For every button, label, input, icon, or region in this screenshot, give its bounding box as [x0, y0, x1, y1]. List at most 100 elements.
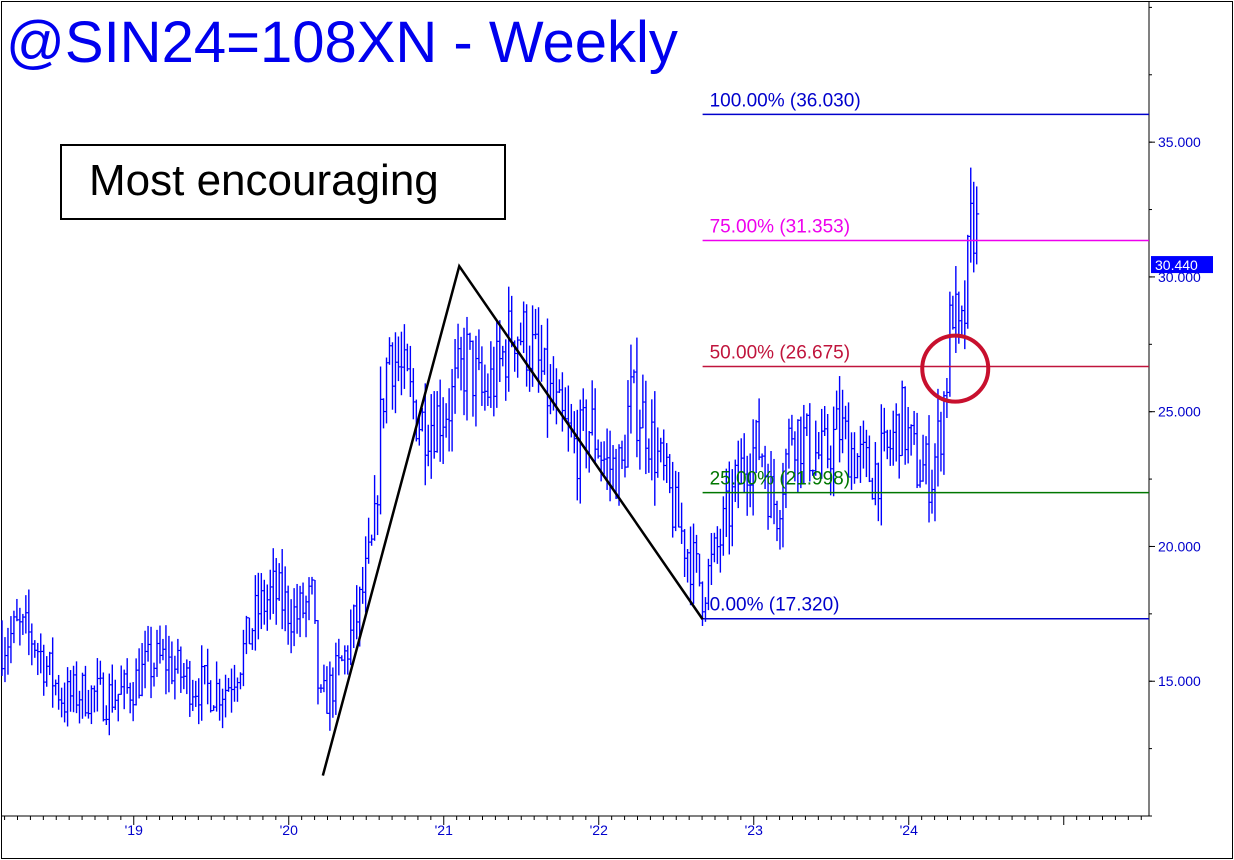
price-bar	[13, 610, 17, 644]
price-bar	[48, 651, 53, 676]
annotation-box-text: Most encouraging	[89, 156, 439, 205]
price-bar	[195, 680, 199, 707]
price-bar	[493, 346, 497, 417]
price-bar	[84, 665, 88, 717]
y-tick-label: 35.000	[1158, 134, 1201, 150]
price-bar	[114, 679, 118, 710]
price-bar	[522, 301, 527, 354]
price-bar	[835, 390, 840, 430]
price-bar	[734, 459, 738, 503]
price-bar	[534, 308, 539, 340]
price-bar	[505, 339, 509, 401]
price-bar	[87, 689, 91, 719]
price-bar	[284, 566, 288, 632]
price-bar	[317, 620, 321, 705]
price-bar	[472, 340, 476, 417]
price-bar	[93, 685, 97, 713]
price-bar	[108, 673, 112, 736]
price-bar	[19, 607, 23, 646]
price-bar	[394, 332, 398, 414]
price-bar	[347, 645, 351, 675]
price-bar	[812, 469, 816, 476]
price-bar	[350, 609, 354, 666]
price-bar	[922, 434, 926, 482]
price-bar	[34, 640, 38, 658]
price-bar	[138, 648, 142, 699]
price-bar	[198, 678, 202, 725]
price-bar	[302, 582, 306, 619]
price-bar	[612, 445, 616, 490]
price-bar	[579, 399, 583, 504]
price-bar	[666, 443, 670, 483]
price-bar	[973, 181, 977, 273]
price-bar	[192, 679, 196, 712]
price-bar	[206, 648, 211, 705]
price-bar	[707, 558, 711, 611]
price-bar	[329, 661, 333, 731]
price-bar	[60, 687, 65, 718]
price-bar	[594, 388, 598, 464]
price-bar	[546, 318, 550, 438]
price-bar	[186, 659, 190, 695]
price-bar	[353, 604, 357, 649]
price-bar	[519, 322, 524, 346]
price-bar	[800, 416, 804, 489]
price-bar	[90, 685, 94, 725]
price-bar	[99, 660, 103, 685]
price-bar	[412, 368, 416, 420]
price-bar	[382, 398, 387, 429]
price-bar	[490, 341, 494, 408]
y-tick-label: 20.000	[1158, 538, 1201, 554]
price-bar	[722, 496, 726, 556]
price-bar	[171, 641, 175, 685]
price-bar	[230, 668, 235, 713]
price-bar	[236, 677, 240, 702]
price-bar	[809, 403, 813, 482]
price-bar	[832, 406, 837, 497]
price-bar	[919, 459, 923, 488]
price-bar	[746, 455, 750, 516]
price-bar	[96, 658, 100, 712]
price-bar	[102, 672, 106, 722]
price-bar	[624, 434, 628, 478]
price-bar	[823, 406, 828, 437]
price-bar	[153, 662, 157, 687]
price-bar	[806, 413, 810, 437]
price-bar	[150, 626, 154, 699]
price-bar	[111, 664, 115, 713]
price-bar	[651, 399, 655, 481]
price-bar	[117, 693, 121, 722]
price-bar	[451, 368, 455, 452]
price-bar	[418, 417, 422, 446]
price-bar	[105, 705, 109, 726]
price-bar	[478, 329, 482, 371]
price-bar	[752, 419, 756, 516]
price-bar	[609, 430, 613, 502]
price-bar	[671, 461, 676, 538]
price-bar	[162, 638, 166, 661]
price-bar	[567, 385, 571, 452]
price-bar	[28, 589, 32, 656]
breakout-circle-marker	[920, 333, 991, 404]
price-bar	[874, 442, 878, 506]
price-bar	[409, 345, 413, 398]
price-bar	[442, 397, 446, 465]
price-bar	[51, 637, 56, 708]
price-bar	[269, 569, 273, 620]
price-bar	[266, 584, 270, 631]
price-bar	[564, 387, 568, 421]
price-bar	[135, 658, 139, 706]
price-bar	[260, 573, 264, 630]
price-bar	[46, 656, 50, 687]
price-bar	[773, 458, 777, 525]
price-bar	[209, 680, 214, 713]
x-tick-label: '20	[280, 822, 298, 838]
price-bar	[636, 337, 640, 458]
price-bar	[561, 372, 565, 432]
time-axis: '19 '20 '21 '22 '23 '24	[4, 816, 1142, 838]
price-bar	[779, 510, 783, 550]
price-bar	[674, 470, 679, 532]
